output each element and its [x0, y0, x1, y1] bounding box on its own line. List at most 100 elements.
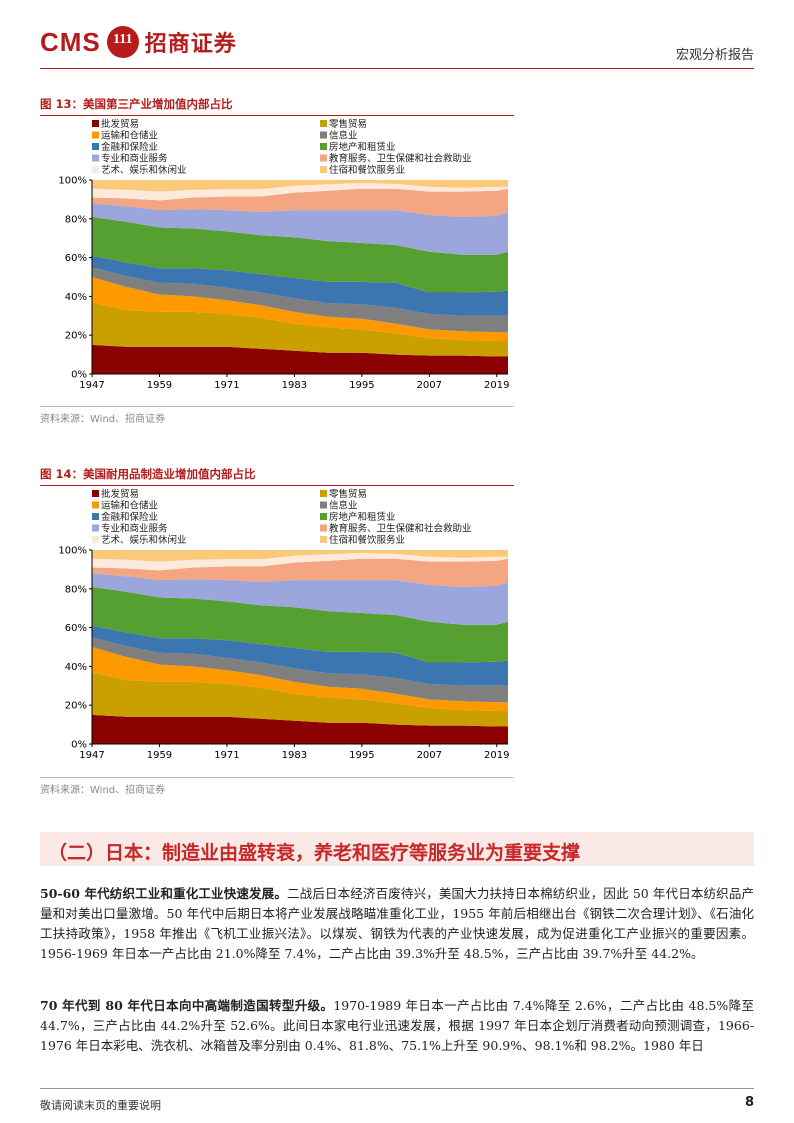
y-tick-label: 60% — [65, 253, 87, 264]
paragraph-2: 70 年代到 80 年代日本向中高端制造国转型升级。1970-1989 年日本一… — [40, 996, 754, 1056]
area-series — [92, 255, 508, 316]
area-series — [92, 637, 508, 703]
legend-label: 信息业 — [329, 500, 358, 512]
legend-swatch — [92, 131, 99, 139]
x-tick-label: 1983 — [282, 750, 307, 761]
legend-label: 金融和保险业 — [101, 141, 158, 153]
area-series — [92, 216, 508, 293]
legend-swatch — [92, 490, 99, 497]
area-series — [92, 203, 508, 255]
legend-swatch — [320, 154, 327, 162]
legend-label: 金融和保险业 — [101, 511, 158, 523]
legend-swatch — [320, 143, 327, 150]
area-series — [92, 573, 508, 625]
area-series — [92, 586, 508, 663]
y-tick-label: 100% — [58, 176, 87, 187]
legend-swatch — [92, 143, 99, 150]
figure-13-source: 资料来源：Wind、招商证券 — [40, 406, 514, 425]
page-number: 8 — [744, 1095, 754, 1110]
figure-14-title: 图 14：美国耐用品制造业增加值内部占比 — [40, 466, 514, 486]
area-series — [92, 182, 508, 201]
legend-label: 住宿和餐饮服务业 — [329, 164, 405, 176]
legend-label: 批发贸易 — [101, 488, 139, 500]
legend-swatch — [320, 536, 327, 543]
legend-item: 运输和仓储业 — [92, 500, 158, 512]
area-series — [92, 558, 508, 587]
legend-item: 零售贸易 — [320, 118, 367, 130]
legend-swatch — [320, 166, 327, 173]
legend-item: 零售贸易 — [320, 488, 367, 500]
y-tick-label: 40% — [65, 662, 87, 673]
x-tick-label: 2019 — [484, 380, 509, 391]
legend-item: 批发贸易 — [92, 488, 139, 500]
legend-label: 批发贸易 — [101, 118, 139, 130]
area-series — [92, 180, 508, 192]
legend-item: 住宿和餐饮服务业 — [320, 534, 405, 546]
legend-swatch — [92, 513, 99, 520]
logo-latin: CMS — [40, 26, 101, 57]
y-tick-label: 100% — [58, 546, 87, 557]
legend-swatch — [92, 154, 99, 162]
legend-item: 金融和保险业 — [92, 511, 158, 523]
legend-label: 教育服务、卫生保健和社会救助业 — [329, 153, 472, 165]
legend-item: 金融和保险业 — [92, 141, 158, 153]
y-tick-label: 40% — [65, 292, 87, 303]
footer-note: 敬请阅读末页的重要说明 — [40, 1099, 161, 1112]
paragraph-1: 50-60 年代纺织工业和重化工业快速发展。二战后日本经济百废待兴，美国大力扶持… — [40, 884, 754, 964]
x-tick-label: 1959 — [147, 750, 172, 761]
figure-13-title: 图 13：美国第三产业增加值内部占比 — [40, 96, 514, 116]
legend-label: 住宿和餐饮服务业 — [329, 534, 405, 546]
x-tick-label: 1947 — [79, 750, 104, 761]
area-series — [92, 277, 508, 341]
x-tick-label: 1983 — [282, 380, 307, 391]
section-heading: （二）日本：制造业由盛转衰，养老和医疗等服务业为重要支撑 — [40, 832, 754, 866]
company-logo: CMS 111 招商证券 — [40, 26, 237, 58]
legend-item: 艺术、娱乐和休闲业 — [92, 534, 187, 546]
area-series — [92, 647, 508, 711]
area-series — [92, 625, 508, 686]
paragraph-1-lead: 50-60 年代纺织工业和重化工业快速发展。 — [40, 886, 287, 901]
area-series — [92, 552, 508, 571]
paragraph-1-body: 二战后日本经济百废待兴，美国大力扶持日本棉纺织业，因此 50 年代日本纺织品产量… — [40, 886, 754, 961]
legend-label: 专业和商业服务 — [101, 153, 168, 165]
legend-item: 运输和仓储业 — [92, 130, 158, 142]
area-series — [92, 550, 508, 562]
legend-swatch — [92, 120, 99, 127]
legend-swatch — [92, 166, 99, 173]
area-series — [92, 714, 508, 744]
section-heading-text: （二）日本：制造业由盛转衰，养老和医疗等服务业为重要支撑 — [48, 842, 581, 864]
legend-label: 零售贸易 — [329, 488, 367, 500]
legend-item: 教育服务、卫生保健和社会救助业 — [320, 523, 472, 535]
x-tick-label: 1971 — [214, 380, 239, 391]
legend-item: 信息业 — [320, 500, 358, 512]
legend-swatch — [320, 131, 327, 139]
y-tick-label: 20% — [65, 331, 87, 342]
area-series — [92, 672, 508, 727]
y-tick-label: 80% — [65, 214, 87, 225]
legend-item: 教育服务、卫生保健和社会救助业 — [320, 153, 472, 165]
y-tick-label: 20% — [65, 701, 87, 712]
x-tick-label: 2007 — [417, 380, 442, 391]
x-tick-label: 1959 — [147, 380, 172, 391]
legend-item: 房地产和租赁业 — [320, 511, 396, 523]
legend-label: 信息业 — [329, 130, 358, 142]
legend-swatch — [320, 120, 327, 127]
legend-label: 专业和商业服务 — [101, 523, 168, 535]
y-tick-label: 0% — [71, 740, 87, 751]
x-tick-label: 1995 — [349, 380, 374, 391]
legend-label: 艺术、娱乐和休闲业 — [101, 534, 187, 546]
legend-label: 房地产和租赁业 — [329, 511, 396, 523]
logo-chinese: 招商证券 — [144, 32, 237, 57]
legend-item: 艺术、娱乐和休闲业 — [92, 164, 187, 176]
legend-label: 教育服务、卫生保健和社会救助业 — [329, 523, 472, 535]
legend-swatch — [92, 501, 99, 509]
x-tick-label: 2019 — [484, 750, 509, 761]
legend-item: 批发贸易 — [92, 118, 139, 130]
legend-swatch — [320, 501, 327, 509]
legend-item: 专业和商业服务 — [92, 153, 168, 165]
y-tick-label: 80% — [65, 584, 87, 595]
legend-item: 房地产和租赁业 — [320, 141, 396, 153]
report-type: 宏观分析报告 — [675, 48, 754, 63]
logo-badge-text: 111 — [113, 32, 133, 47]
